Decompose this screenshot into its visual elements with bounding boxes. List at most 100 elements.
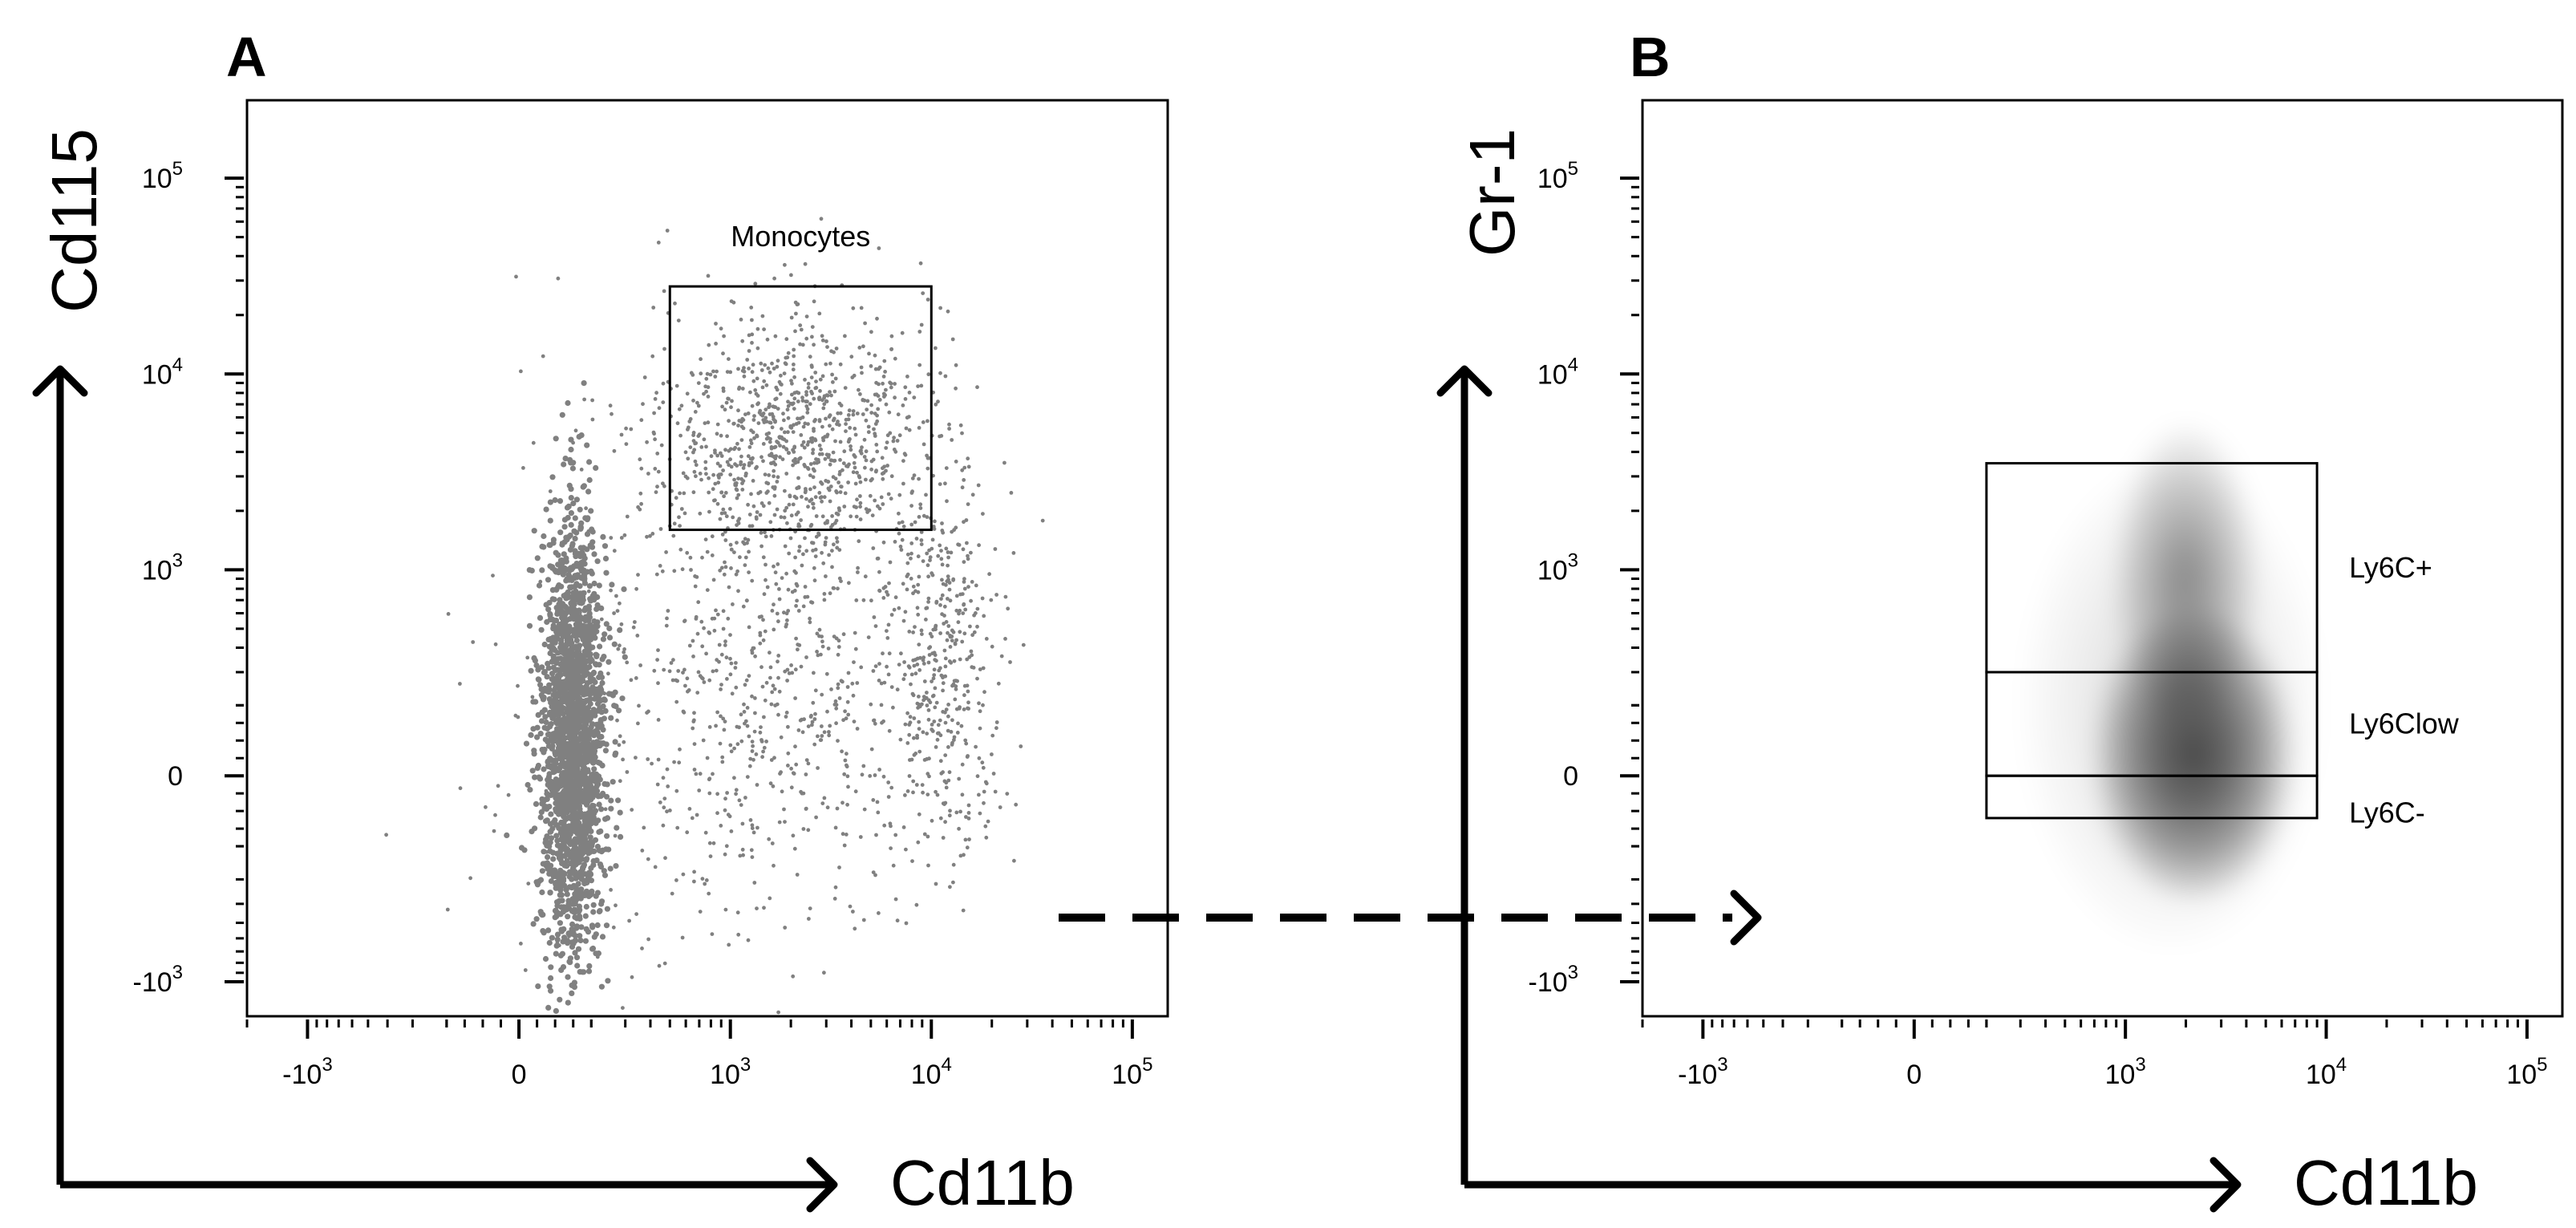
scatter-point <box>721 626 726 631</box>
scatter-point <box>707 490 711 495</box>
scatter-point <box>590 814 597 821</box>
scatter-point <box>493 642 498 646</box>
scatter-point <box>950 718 954 723</box>
scatter-point <box>925 772 930 776</box>
scatter-point <box>960 592 965 596</box>
scatter-point <box>940 521 944 525</box>
scatter-point <box>817 627 822 632</box>
scatter-point <box>909 491 914 495</box>
scatter-point <box>723 796 727 801</box>
scatter-point <box>820 499 824 504</box>
scatter-point <box>602 691 607 695</box>
scatter-point <box>824 393 829 398</box>
scatter-point <box>565 676 571 683</box>
scatter-point <box>915 656 920 661</box>
scatter-point <box>812 427 816 431</box>
scatter-point <box>568 486 574 492</box>
scatter-point <box>595 688 601 695</box>
scatter-point <box>576 793 582 800</box>
scatter-point <box>785 679 789 683</box>
scatter-point <box>786 415 791 420</box>
scatter-point <box>852 660 856 664</box>
scatter-point <box>537 814 544 821</box>
scatter-point <box>828 424 832 428</box>
scatter-point <box>788 424 793 428</box>
scatter-point <box>792 396 797 401</box>
scatter-point <box>877 382 881 387</box>
scatter-point <box>950 438 954 442</box>
scatter-point <box>932 719 937 723</box>
scatter-point <box>789 766 793 771</box>
scatter-point <box>588 568 594 575</box>
scatter-point <box>768 650 772 655</box>
scatter-point <box>715 369 719 374</box>
scatter-point <box>703 466 708 471</box>
scatter-point <box>556 825 562 832</box>
scatter-point <box>558 809 565 816</box>
scatter-point <box>575 702 581 708</box>
scatter-point <box>598 605 605 612</box>
panel-b-axis-arrows <box>1436 365 2242 1213</box>
scatter-point <box>725 460 730 464</box>
scatter-point <box>792 363 796 367</box>
scatter-point <box>954 684 958 688</box>
scatter-point <box>892 436 896 440</box>
scatter-point <box>543 506 549 513</box>
scatter-point <box>886 795 891 799</box>
scatter-point <box>588 598 594 604</box>
scatter-point <box>544 725 551 732</box>
scatter-point <box>825 519 829 523</box>
scatter-point <box>735 541 739 545</box>
scatter-point <box>581 575 588 582</box>
scatter-point <box>915 736 920 740</box>
scatter-point <box>829 349 833 354</box>
scatter-point <box>571 843 577 849</box>
scatter-point <box>606 671 610 676</box>
scatter-point <box>925 732 930 736</box>
scatter-point <box>729 547 734 552</box>
scatter-point <box>597 643 603 650</box>
scatter-point <box>656 718 661 722</box>
scatter-point <box>619 695 626 702</box>
scatter-point <box>826 646 831 650</box>
scatter-point <box>899 651 903 656</box>
scatter-point <box>646 757 650 761</box>
scatter-point <box>970 580 974 584</box>
scatter-point <box>553 605 560 611</box>
scatter-point <box>753 711 757 715</box>
scatter-point <box>849 444 853 448</box>
scatter-point <box>718 741 723 746</box>
scatter-point <box>525 781 531 788</box>
scatter-point <box>751 744 755 748</box>
scatter-point <box>573 428 578 433</box>
scatter-point <box>843 386 848 390</box>
scatter-point <box>776 712 780 717</box>
scatter-point <box>881 651 885 656</box>
scatter-point <box>881 596 886 600</box>
scatter-point <box>560 571 566 578</box>
scatter-point <box>793 667 798 672</box>
scatter-point <box>848 426 853 430</box>
scatter-point <box>583 638 587 642</box>
scatter-point <box>783 361 788 366</box>
scatter-point <box>541 533 547 540</box>
scatter-point <box>912 736 916 740</box>
scatter-point <box>840 749 844 754</box>
scatter-point <box>912 752 917 757</box>
scatter-point <box>549 757 556 764</box>
scatter-point <box>926 708 931 712</box>
scatter-point <box>583 691 589 697</box>
scatter-point <box>847 408 852 413</box>
scatter-point <box>539 889 545 896</box>
scatter-point <box>550 786 557 792</box>
scatter-point <box>961 908 966 913</box>
scatter-point <box>484 804 488 809</box>
scatter-point <box>711 487 715 492</box>
scatter-point <box>719 490 723 495</box>
scatter-point <box>877 679 881 683</box>
scatter-point <box>750 740 755 744</box>
scatter-point <box>619 432 624 437</box>
scatter-point <box>792 423 796 428</box>
scatter-point <box>917 668 922 672</box>
scatter-point <box>740 847 745 852</box>
